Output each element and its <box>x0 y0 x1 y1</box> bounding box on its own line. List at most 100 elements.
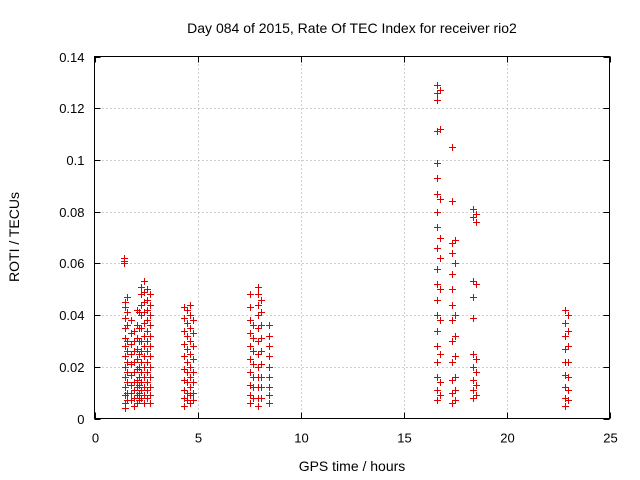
data-point <box>190 343 197 350</box>
x-tick-label: 15 <box>397 431 411 446</box>
data-point <box>437 87 444 94</box>
data-point <box>124 369 131 376</box>
data-point <box>184 346 191 353</box>
y-axis-label: ROTI / TECUs <box>6 192 22 282</box>
data-point <box>181 366 188 373</box>
data-point <box>187 400 194 407</box>
data-point <box>250 335 257 342</box>
data-point <box>144 317 151 324</box>
data-point <box>266 343 273 350</box>
data-point <box>138 387 145 394</box>
data-point <box>147 312 154 319</box>
data-point <box>141 343 148 350</box>
data-point <box>144 369 151 376</box>
data-point <box>190 379 197 386</box>
data-point <box>258 348 265 355</box>
data-point <box>437 317 444 324</box>
data-point <box>449 400 456 407</box>
data-point <box>131 395 138 402</box>
data-point <box>187 302 194 309</box>
data-point <box>131 328 138 335</box>
data-point <box>434 328 441 335</box>
data-point <box>434 359 441 366</box>
data-point <box>138 379 145 386</box>
data-point <box>255 325 262 332</box>
data-point <box>434 281 441 288</box>
y-tick-label: 0.06 <box>59 256 84 271</box>
data-point <box>141 289 148 296</box>
x-tick-label: 0 <box>92 431 99 446</box>
data-point <box>141 364 148 371</box>
data-point <box>190 330 197 337</box>
data-point <box>131 369 138 376</box>
data-point <box>141 333 148 340</box>
data-point <box>141 392 148 399</box>
data-point <box>144 307 151 314</box>
data-point <box>470 278 477 285</box>
data-point <box>250 361 257 368</box>
data-point <box>122 353 129 360</box>
data-point <box>470 206 477 213</box>
data-point <box>266 353 273 360</box>
data-point <box>128 317 135 324</box>
data-point <box>247 317 254 324</box>
data-point <box>449 250 456 257</box>
data-point <box>434 209 441 216</box>
y-tick-label: 0.14 <box>59 50 84 65</box>
data-point <box>452 312 459 319</box>
data-point <box>437 126 444 133</box>
data-point <box>449 240 456 247</box>
data-point <box>184 397 191 404</box>
data-point <box>255 284 262 291</box>
data-point <box>144 338 151 345</box>
data-point <box>258 335 265 342</box>
data-point <box>565 312 572 319</box>
data-point <box>124 359 131 366</box>
data-point <box>434 297 441 304</box>
data-point <box>473 211 480 218</box>
data-point <box>434 245 441 252</box>
data-point <box>470 387 477 394</box>
data-point <box>255 351 262 358</box>
data-point <box>247 304 254 311</box>
data-point <box>131 387 138 394</box>
data-point <box>258 297 265 304</box>
data-point <box>138 302 145 309</box>
data-point <box>434 175 441 182</box>
data-point <box>258 322 265 329</box>
axis-ticks <box>94 56 611 420</box>
data-point <box>562 307 569 314</box>
data-point <box>184 379 191 386</box>
data-point <box>128 382 135 389</box>
data-point <box>141 320 148 327</box>
data-point <box>181 341 188 348</box>
data-point <box>565 359 572 366</box>
y-tick-labels: 0 0.02 0.04 0.06 0.08 0.1 0.12 0.14 <box>59 50 84 427</box>
data-point <box>255 302 262 309</box>
data-point <box>138 369 145 376</box>
data-point <box>437 392 444 399</box>
data-point <box>144 395 151 402</box>
data-point <box>562 346 569 353</box>
data-point <box>255 364 262 371</box>
y-tick-label: 0.1 <box>66 153 84 168</box>
data-point <box>449 390 456 397</box>
data-point <box>452 387 459 394</box>
data-point <box>144 328 151 335</box>
data-point <box>250 322 257 329</box>
data-point <box>187 384 194 391</box>
data-point <box>138 359 145 366</box>
data-point <box>124 322 131 329</box>
data-point <box>187 312 194 319</box>
data-point <box>122 343 129 350</box>
data-point <box>147 343 154 350</box>
x-tick-label: 20 <box>500 431 514 446</box>
y-tick-label: 0 <box>77 412 84 427</box>
data-point <box>434 90 441 97</box>
plot-frame <box>94 56 610 419</box>
data-point <box>141 384 148 391</box>
data-point <box>131 359 138 366</box>
data-point <box>562 384 569 391</box>
data-point <box>181 387 188 394</box>
data-point <box>247 392 254 399</box>
